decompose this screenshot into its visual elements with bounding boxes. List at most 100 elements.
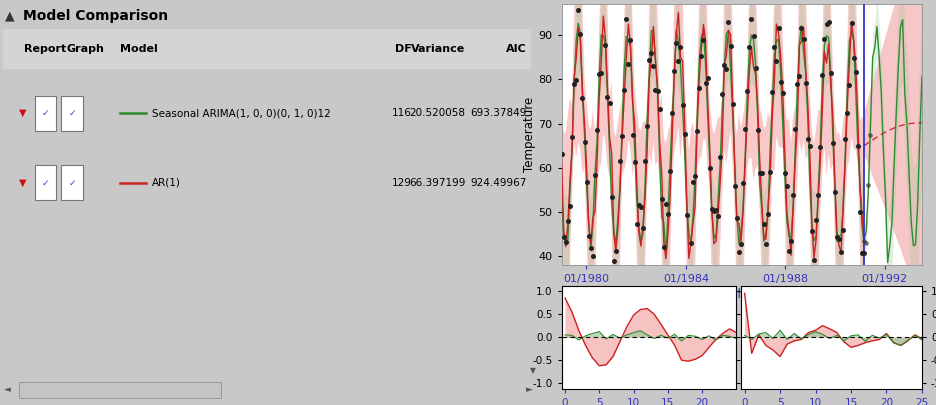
- Bar: [531, 29, 534, 379]
- Point: [654, 195, 669, 202]
- Point: [642, 57, 657, 64]
- Point: [639, 123, 654, 130]
- Point: [563, 203, 578, 209]
- Point: [717, 62, 732, 68]
- Text: Graph: Graph: [66, 44, 105, 54]
- Point: [846, 55, 861, 61]
- Point: [842, 82, 857, 88]
- Point: [826, 140, 841, 147]
- Point: [742, 43, 757, 50]
- Point: [753, 170, 768, 176]
- Point: [610, 266, 625, 273]
- Point: [590, 127, 605, 133]
- Point: [681, 273, 696, 279]
- Point: [652, 105, 667, 112]
- Y-axis label: Temperature: Temperature: [522, 97, 535, 172]
- Point: [856, 250, 871, 257]
- Point: [671, 58, 686, 64]
- Text: Seasonal ARIMA(1, 0, 0)(0, 1, 0)12: Seasonal ARIMA(1, 0, 0)(0, 1, 0)12: [152, 108, 330, 118]
- Point: [739, 87, 754, 94]
- Point: [566, 80, 581, 87]
- Bar: [3, 29, 534, 69]
- Point: [619, 16, 634, 22]
- Point: [623, 37, 638, 43]
- Point: [707, 207, 722, 214]
- Point: [700, 74, 715, 81]
- Text: AR(1): AR(1): [152, 178, 181, 188]
- Point: [631, 202, 646, 209]
- FancyBboxPatch shape: [35, 96, 56, 130]
- Point: [721, 19, 736, 25]
- Point: [692, 85, 707, 92]
- Point: [792, 73, 807, 79]
- Point: [850, 143, 865, 149]
- Point: [651, 87, 665, 94]
- Point: [744, 16, 759, 23]
- Point: [811, 192, 826, 198]
- Point: [761, 211, 776, 217]
- FancyBboxPatch shape: [61, 166, 82, 200]
- Point: [802, 143, 817, 149]
- Point: [785, 192, 800, 198]
- Point: [769, 58, 784, 64]
- Point: [675, 101, 690, 108]
- Point: [561, 218, 576, 224]
- Point: [748, 65, 763, 72]
- Point: [782, 248, 797, 254]
- Point: [666, 67, 681, 74]
- Point: [677, 131, 692, 138]
- Point: [648, 86, 663, 93]
- Point: [602, 100, 617, 107]
- Text: 129: 129: [392, 178, 412, 188]
- Point: [554, 151, 569, 158]
- Point: [819, 20, 834, 27]
- Point: [821, 19, 836, 26]
- Point: [710, 213, 725, 220]
- Point: [564, 134, 579, 140]
- Point: [621, 61, 636, 67]
- Point: [556, 234, 571, 241]
- Point: [604, 194, 619, 200]
- X-axis label: Month/Year: Month/Year: [709, 287, 775, 300]
- Point: [585, 253, 600, 259]
- Point: [848, 69, 863, 76]
- Point: [758, 241, 773, 247]
- Point: [615, 132, 630, 139]
- Point: [724, 42, 739, 49]
- Point: [838, 135, 853, 142]
- Point: [727, 183, 742, 189]
- Point: [581, 232, 596, 239]
- Point: [777, 170, 792, 177]
- FancyBboxPatch shape: [61, 96, 82, 130]
- Point: [629, 221, 644, 227]
- Point: [804, 228, 819, 234]
- Point: [658, 200, 673, 207]
- Point: [756, 221, 771, 227]
- Point: [725, 100, 740, 107]
- Point: [840, 110, 855, 116]
- Point: [738, 126, 753, 132]
- Point: [736, 179, 751, 186]
- Point: [807, 256, 822, 263]
- Point: [809, 217, 824, 224]
- Point: [788, 126, 803, 132]
- Point: [698, 80, 713, 87]
- Point: [780, 183, 795, 190]
- Point: [625, 132, 640, 138]
- Point: [827, 189, 842, 196]
- Text: 116: 116: [392, 108, 412, 118]
- Point: [596, 0, 611, 1]
- Point: [704, 206, 719, 212]
- Text: 66.397199: 66.397199: [409, 178, 465, 188]
- Point: [834, 249, 849, 256]
- Text: ▼: ▼: [19, 108, 26, 118]
- Point: [775, 90, 790, 96]
- Text: DF: DF: [395, 44, 412, 54]
- Text: ►: ►: [526, 385, 533, 394]
- Point: [600, 94, 615, 100]
- Point: [731, 249, 746, 256]
- Text: ✓: ✓: [68, 179, 76, 188]
- FancyBboxPatch shape: [35, 166, 56, 200]
- Point: [646, 62, 661, 69]
- Point: [612, 158, 627, 164]
